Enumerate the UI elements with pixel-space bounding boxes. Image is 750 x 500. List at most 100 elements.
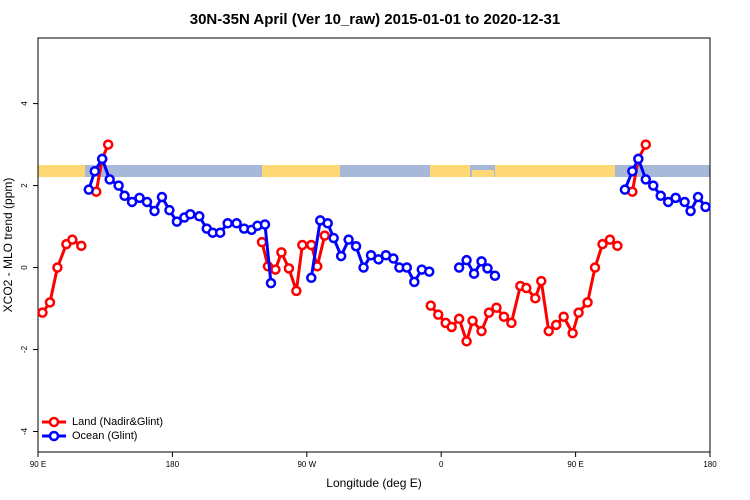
data-point xyxy=(44,297,56,308)
data-point xyxy=(627,165,638,177)
data-point xyxy=(67,234,78,245)
data-point xyxy=(297,239,308,251)
legend-label: Land (Nadir&Glint) xyxy=(72,416,163,428)
data-point xyxy=(276,247,287,258)
data-point xyxy=(491,302,502,313)
data-point xyxy=(388,253,399,264)
data-point xyxy=(692,191,704,203)
data-point xyxy=(259,219,271,230)
x-tick-label: 90 E xyxy=(567,460,583,469)
y-axis-label: XCO2 - MLO trend (ppm) xyxy=(1,178,15,313)
data-point xyxy=(113,180,124,191)
data-point xyxy=(461,254,472,266)
plot-frame xyxy=(37,37,711,453)
x-tick-label: 0 xyxy=(439,460,444,469)
land-band xyxy=(262,165,340,177)
data-point xyxy=(467,315,478,327)
data-point xyxy=(640,174,652,185)
land-band xyxy=(495,165,615,177)
y-tick-label: -4 xyxy=(20,427,29,435)
data-point xyxy=(134,192,145,204)
x-tick-label: 90 W xyxy=(297,460,316,469)
x-axis-label: Longitude (deg E) xyxy=(326,476,421,490)
data-point xyxy=(446,321,457,333)
data-point xyxy=(425,300,436,311)
data-point xyxy=(648,180,659,191)
data-point xyxy=(119,190,130,202)
x-tick-label: 180 xyxy=(703,460,717,469)
data-point xyxy=(476,256,487,267)
data-point xyxy=(89,165,100,177)
data-point xyxy=(685,205,696,217)
data-point xyxy=(482,263,493,274)
data-point xyxy=(612,240,623,252)
y-tick-label: -2 xyxy=(20,345,29,353)
data-point xyxy=(662,196,674,208)
data-point xyxy=(530,293,541,304)
data-point xyxy=(483,307,495,318)
data-point xyxy=(670,192,681,204)
data-point xyxy=(335,250,347,262)
data-point xyxy=(543,325,554,337)
data-point xyxy=(468,268,480,279)
data-point xyxy=(589,262,601,273)
data-point xyxy=(214,227,226,238)
data-point xyxy=(432,309,444,320)
data-point xyxy=(453,313,465,325)
land-band xyxy=(38,165,85,177)
data-point xyxy=(149,205,160,217)
data-point xyxy=(328,232,339,244)
data-point xyxy=(185,209,196,220)
data-point xyxy=(306,239,317,251)
data-point xyxy=(461,336,472,347)
data-point xyxy=(171,216,183,227)
data-point xyxy=(194,211,205,222)
data-point xyxy=(633,153,644,165)
data-point xyxy=(604,234,616,245)
data-point xyxy=(231,218,242,229)
data-point xyxy=(306,272,317,284)
legend-swatch-marker xyxy=(48,430,60,442)
data-point xyxy=(83,184,95,195)
data-point xyxy=(506,317,517,329)
data-point xyxy=(498,311,510,322)
data-point xyxy=(96,153,108,165)
data-point xyxy=(582,297,593,308)
data-point xyxy=(270,264,281,275)
data-point xyxy=(573,307,584,318)
data-point xyxy=(365,249,377,261)
data-point xyxy=(102,139,114,150)
data-point xyxy=(265,277,277,289)
data-point xyxy=(567,327,578,339)
data-point xyxy=(319,230,330,241)
chart-title: 30N-35N April (Ver 10_raw) 2015-01-01 to… xyxy=(190,11,560,28)
data-point xyxy=(343,234,354,245)
data-point xyxy=(655,190,666,202)
data-point xyxy=(156,191,168,203)
data-point xyxy=(521,282,532,294)
y-tick-label: 0 xyxy=(20,265,29,270)
data-point xyxy=(52,262,63,273)
data-point xyxy=(37,307,48,318)
data-point xyxy=(679,196,690,208)
data-point xyxy=(558,311,569,322)
data-point xyxy=(550,319,562,331)
data-point xyxy=(104,174,115,185)
data-point xyxy=(358,262,369,273)
data-point xyxy=(164,204,175,216)
data-point xyxy=(222,218,233,229)
land-band xyxy=(472,170,494,177)
y-tick-label: 2 xyxy=(20,183,29,188)
data-point xyxy=(409,276,420,288)
data-point xyxy=(401,262,413,273)
land-band xyxy=(430,165,470,177)
data-point xyxy=(489,270,501,281)
data-point xyxy=(700,201,711,213)
data-point xyxy=(476,325,487,337)
data-point xyxy=(76,240,87,252)
legend-label: Ocean (Glint) xyxy=(72,430,137,442)
data-point xyxy=(256,236,268,248)
data-point xyxy=(619,184,631,195)
data-point xyxy=(453,262,465,273)
